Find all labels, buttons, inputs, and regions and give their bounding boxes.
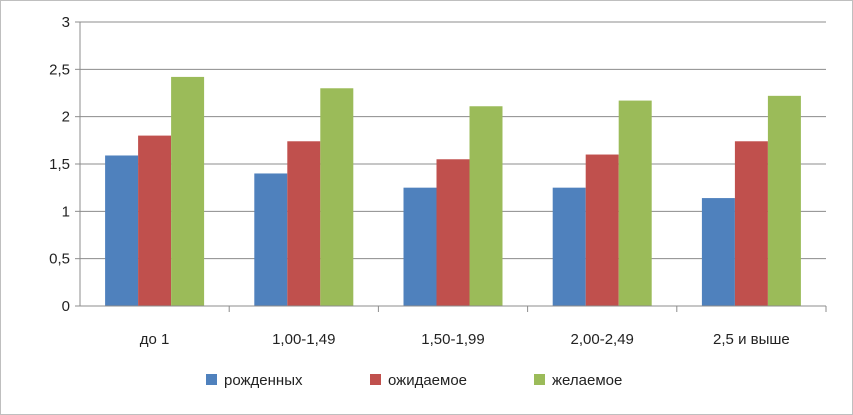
legend-label: желаемое bbox=[552, 372, 622, 389]
x-tick-label: 2,00-2,49 bbox=[571, 331, 634, 348]
x-tick-label: 1,00-1,49 bbox=[272, 331, 335, 348]
y-tick-label: 2 bbox=[62, 109, 70, 126]
gridlines bbox=[75, 21, 826, 307]
bar bbox=[254, 173, 288, 306]
x-tick-label: 2,5 и выше bbox=[713, 331, 790, 348]
legend: рожденных ожидаемое желаемое bbox=[206, 372, 622, 389]
legend-label: ожидаемое bbox=[388, 372, 467, 389]
bars bbox=[105, 76, 801, 307]
bar bbox=[105, 155, 139, 306]
y-tick-label: 1,5 bbox=[49, 156, 70, 173]
y-axis-tick-labels: 0 0,5 1 1,5 2 2,5 3 bbox=[49, 14, 70, 315]
bar bbox=[171, 76, 205, 306]
x-tick-label: 1,50-1,99 bbox=[421, 331, 484, 348]
bar bbox=[585, 154, 619, 306]
y-tick-label: 0 bbox=[62, 298, 70, 315]
bar bbox=[436, 159, 470, 306]
bar bbox=[469, 106, 503, 307]
y-tick-label: 1 bbox=[62, 203, 70, 220]
y-tick-label: 3 bbox=[62, 14, 70, 31]
bar bbox=[287, 141, 321, 306]
y-tick-label: 2,5 bbox=[49, 61, 70, 78]
legend-swatch bbox=[370, 374, 381, 385]
bar bbox=[138, 135, 172, 306]
x-tick-label: до 1 bbox=[140, 331, 170, 348]
legend-swatch bbox=[534, 374, 545, 385]
axes bbox=[79, 22, 827, 312]
y-tick-label: 0,5 bbox=[49, 251, 70, 268]
bar bbox=[403, 187, 437, 306]
legend-label: рожденных bbox=[224, 372, 303, 389]
bar bbox=[320, 88, 354, 307]
legend-swatch bbox=[206, 374, 217, 385]
bar bbox=[618, 100, 652, 306]
bar bbox=[734, 141, 768, 306]
bar bbox=[701, 198, 735, 306]
x-axis-tick-labels: до 1 1,00-1,49 1,50-1,99 2,00-2,49 2,5 и выш… bbox=[140, 331, 790, 348]
bar bbox=[767, 95, 801, 306]
bar bbox=[552, 187, 586, 306]
